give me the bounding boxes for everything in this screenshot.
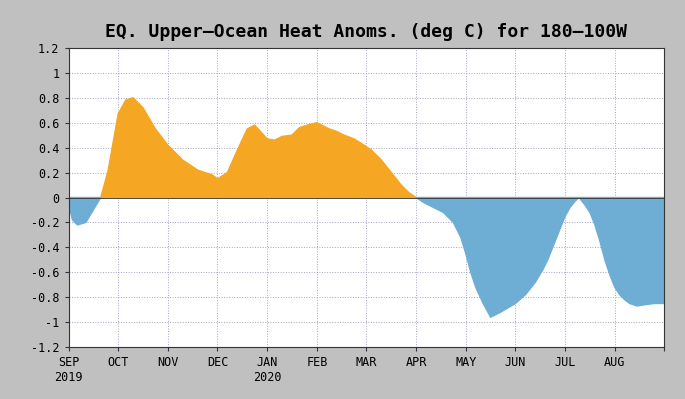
Title: EQ. Upper–Ocean Heat Anoms. (deg C) for 180–100W: EQ. Upper–Ocean Heat Anoms. (deg C) for … xyxy=(105,23,627,41)
